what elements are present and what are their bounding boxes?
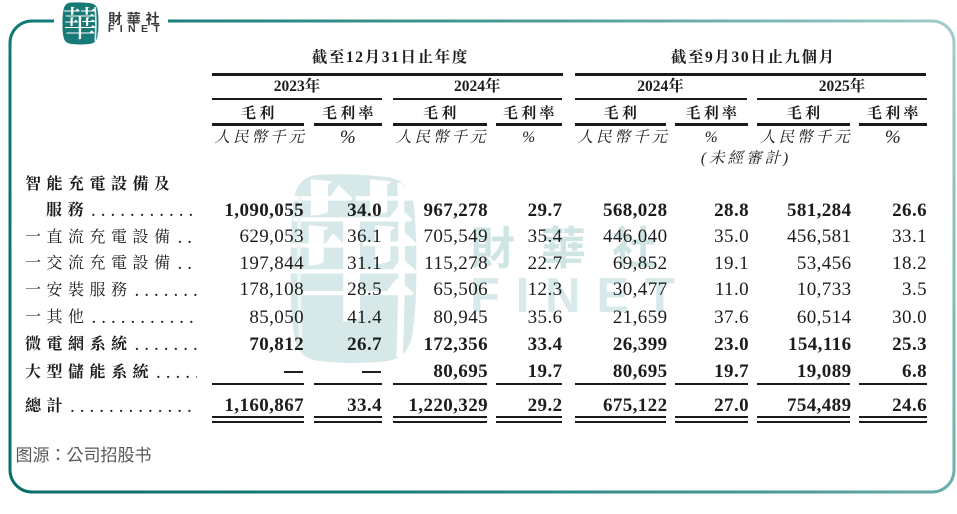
svg-text:華: 華 — [289, 173, 418, 341]
svg-text:華: 華 — [62, 6, 97, 45]
